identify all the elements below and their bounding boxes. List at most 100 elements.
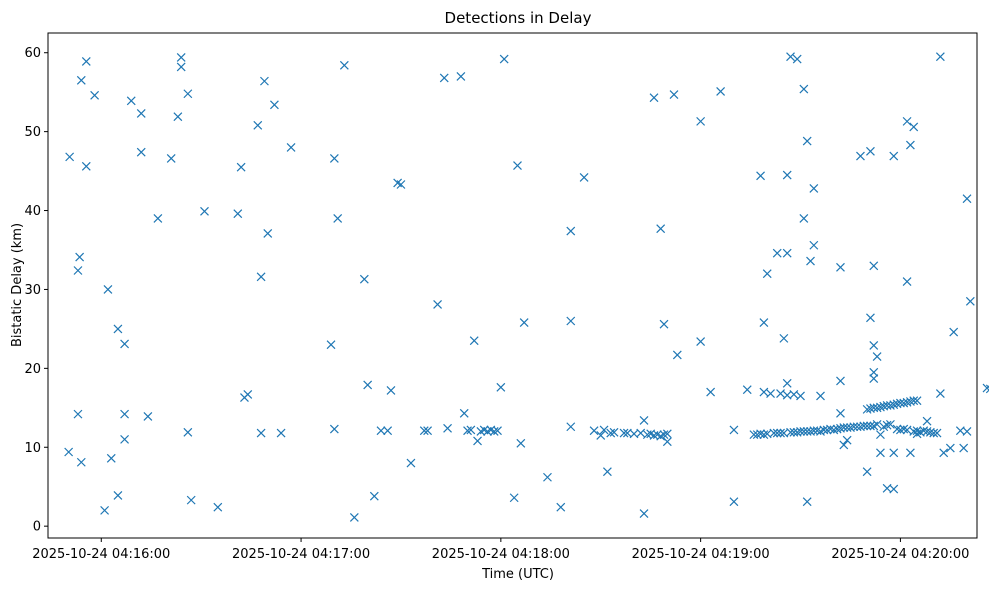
data-point (369, 491, 379, 501)
data-point (782, 170, 792, 180)
data-point (902, 116, 912, 126)
x-tick-label: 2025-10-24 04:17:00 (232, 547, 370, 562)
data-point (120, 409, 130, 419)
data-point (922, 427, 932, 436)
data-point (329, 154, 339, 163)
data-point (662, 437, 672, 447)
data-point (762, 269, 772, 279)
data-point (696, 116, 706, 126)
data-point (65, 152, 75, 162)
data-point (566, 316, 576, 326)
data-point (862, 421, 872, 431)
data-point (816, 391, 825, 401)
data-point (892, 424, 902, 434)
data-point (173, 112, 183, 122)
data-point (779, 333, 789, 343)
data-point (939, 448, 949, 458)
data-point (882, 420, 892, 430)
data-point (796, 391, 805, 401)
data-point (959, 443, 969, 453)
data-point (103, 285, 113, 294)
data-point (236, 162, 246, 172)
data-point (872, 419, 882, 429)
data-point (886, 401, 895, 410)
data-point (602, 467, 612, 477)
data-point (256, 428, 266, 438)
data-point (233, 209, 243, 219)
data-point (75, 252, 85, 262)
data-point (81, 161, 91, 171)
data-point (656, 224, 666, 234)
data-point (383, 426, 393, 436)
data-point (599, 425, 609, 435)
data-point (766, 389, 775, 399)
data-point (333, 214, 343, 223)
data-point (806, 256, 815, 266)
data-point (772, 248, 782, 258)
data-point (965, 296, 975, 306)
data-point (869, 374, 879, 384)
x-tick-label: 2025-10-24 04:20:00 (831, 547, 969, 562)
data-point (899, 398, 909, 408)
data-point (869, 261, 879, 271)
data-point (463, 426, 472, 436)
data-point (782, 378, 792, 388)
data-point (935, 389, 945, 399)
data-point (905, 140, 915, 150)
data-point (869, 367, 879, 377)
x-tick-label: 2025-10-24 04:19:00 (632, 547, 770, 562)
data-point (439, 73, 449, 83)
data-point (932, 428, 942, 438)
x-tick-label: 2025-10-24 04:16:00 (32, 547, 170, 562)
data-point (756, 171, 765, 181)
data-point (859, 421, 869, 431)
data-point (339, 60, 349, 70)
data-point (836, 408, 845, 418)
data-point (543, 472, 552, 482)
data-point (489, 427, 499, 436)
data-point (253, 120, 263, 130)
data-point (742, 385, 752, 395)
x-axis-label: Time (UTC) (481, 567, 554, 582)
data-point (912, 429, 922, 439)
data-point (949, 327, 959, 337)
data-point (73, 409, 83, 419)
data-point (716, 86, 726, 96)
y-tick-label: 20 (24, 362, 41, 377)
data-point (120, 434, 130, 444)
data-point (469, 336, 479, 346)
data-point (982, 383, 989, 393)
y-axis-ticks: 0 10 20 30 40 50 60 (24, 46, 48, 535)
data-point (386, 386, 396, 395)
data-point (496, 382, 506, 392)
data-point (76, 457, 86, 467)
data-point (349, 513, 359, 522)
data-point (935, 52, 945, 62)
data-point (899, 424, 909, 434)
data-point (90, 90, 100, 100)
data-point (566, 226, 576, 236)
data-point (786, 52, 795, 62)
data-point (866, 313, 875, 323)
data-point (176, 53, 186, 62)
data-point (143, 412, 153, 421)
y-axis-label: Bistatic Delay (km) (10, 223, 25, 347)
x-axis-ticks: 2025-10-24 04:16:00 2025-10-24 04:17:00 20… (32, 538, 969, 562)
y-tick-label: 50 (24, 125, 41, 140)
data-point (866, 146, 875, 156)
data-point (329, 424, 339, 434)
data-point (326, 340, 336, 350)
data-point (862, 467, 872, 477)
data-point (799, 427, 809, 436)
data-point (76, 75, 86, 85)
data-point (589, 426, 599, 436)
data-point (256, 272, 266, 282)
data-point (579, 172, 589, 182)
data-point (243, 389, 253, 399)
data-point (396, 180, 406, 189)
data-point (136, 109, 146, 118)
data-point (902, 425, 912, 435)
data-point (81, 56, 91, 66)
data-point (862, 404, 872, 414)
